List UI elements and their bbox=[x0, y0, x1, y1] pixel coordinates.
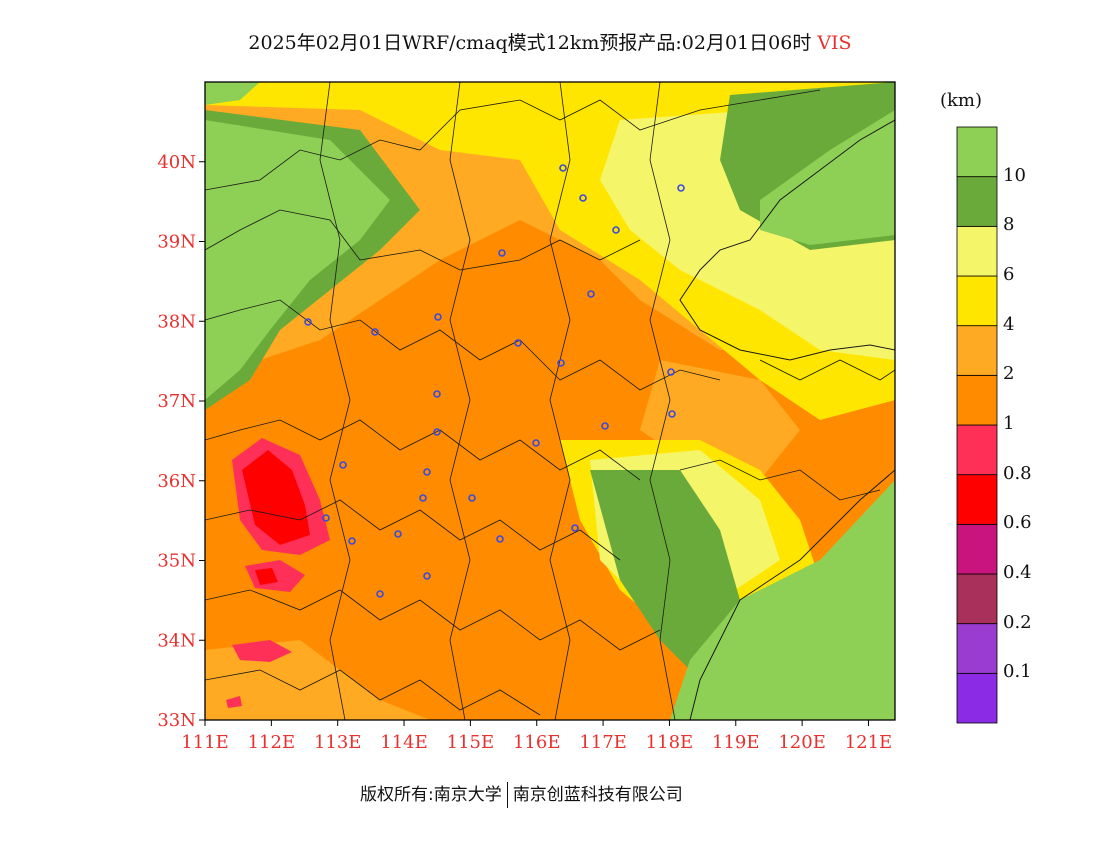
city-marker bbox=[434, 313, 442, 321]
copyright-left: 版权所有:南京大学 bbox=[360, 785, 502, 805]
longitude-axis: 111E 112E 113E 114E 115E 116E 117E 118E 119E 120E… bbox=[181, 720, 892, 753]
colorbar-segment bbox=[956, 623, 998, 674]
colorbar-label: 10 bbox=[1003, 164, 1026, 186]
city-marker bbox=[498, 249, 506, 257]
city-marker bbox=[394, 530, 402, 538]
field-red-sw-small bbox=[255, 568, 278, 585]
colorbar-segment bbox=[956, 672, 998, 724]
city-marker bbox=[339, 461, 347, 469]
city-marker bbox=[579, 194, 587, 202]
colorbar-segment bbox=[956, 176, 998, 227]
city-marker bbox=[322, 514, 330, 522]
city-marker bbox=[677, 184, 685, 192]
colorbar-label: 2 bbox=[1003, 363, 1015, 385]
city-markers bbox=[304, 164, 685, 598]
lon-label: 114E bbox=[380, 732, 428, 753]
field-dark-green-southeast bbox=[590, 470, 740, 680]
lat-label: 36N bbox=[157, 471, 196, 492]
copyright-right: 南京创蓝科技有限公司 bbox=[512, 785, 683, 805]
field-light-green-sea bbox=[670, 480, 895, 720]
field-pink-south bbox=[232, 640, 292, 662]
colorbar-unit: (km) bbox=[940, 90, 983, 111]
city-marker bbox=[433, 428, 441, 436]
title-variable: VIS bbox=[817, 32, 852, 54]
field-light-green-corner bbox=[205, 82, 260, 105]
city-marker bbox=[612, 226, 620, 234]
colorbar-label: 0.1 bbox=[1003, 661, 1032, 683]
colorbar-segment bbox=[956, 225, 998, 277]
colorbar-label: 8 bbox=[1003, 214, 1015, 236]
city-marker bbox=[348, 537, 356, 545]
city-marker bbox=[304, 318, 312, 326]
field-light-green-northwest bbox=[205, 120, 390, 400]
city-marker bbox=[423, 572, 431, 580]
colorbar-label: 0.2 bbox=[1003, 611, 1032, 633]
colorbar-segment bbox=[956, 275, 998, 327]
city-marker bbox=[496, 535, 504, 543]
city-marker bbox=[532, 439, 540, 447]
latitude-axis: 40N 39N 38N 37N 36N 35N 34N 33N bbox=[157, 152, 205, 731]
city-marker bbox=[667, 368, 675, 376]
city-marker bbox=[433, 390, 441, 398]
lon-label: 112E bbox=[248, 732, 296, 753]
lat-label: 34N bbox=[157, 630, 196, 651]
field-pink-south-dot bbox=[226, 696, 242, 708]
lon-label: 113E bbox=[314, 732, 362, 753]
lat-label: 38N bbox=[157, 311, 196, 332]
lon-label: 121E bbox=[845, 732, 893, 753]
city-marker bbox=[419, 494, 427, 502]
city-marker bbox=[371, 328, 379, 336]
lat-label: 33N bbox=[157, 710, 196, 731]
colorbar-segment bbox=[956, 474, 998, 525]
lon-label: 116E bbox=[513, 732, 561, 753]
copyright-separator bbox=[506, 782, 508, 808]
colorbar bbox=[956, 126, 998, 724]
colorbar-label: 4 bbox=[1003, 313, 1015, 335]
colorbar-segment bbox=[956, 325, 998, 376]
lon-label: 111E bbox=[181, 732, 229, 753]
field-light-green-northeast bbox=[760, 110, 895, 245]
city-marker bbox=[468, 494, 476, 502]
colorbar-segment bbox=[956, 523, 998, 575]
lon-label: 115E bbox=[447, 732, 495, 753]
city-marker bbox=[376, 590, 384, 598]
map-title: 2025年02月01日WRF/cmaq模式12km预报产品:02月01日06时 V… bbox=[0, 28, 1100, 55]
city-marker bbox=[668, 410, 676, 418]
lat-label: 39N bbox=[157, 232, 196, 253]
city-marker bbox=[571, 524, 579, 532]
colorbar-segment bbox=[956, 424, 998, 476]
colorbar-label: 1 bbox=[1003, 413, 1015, 434]
lon-label: 120E bbox=[778, 732, 826, 753]
lat-label: 37N bbox=[157, 391, 196, 412]
field-red-sw-cluster bbox=[242, 450, 310, 545]
city-marker bbox=[557, 359, 565, 367]
colorbar-segment bbox=[956, 573, 998, 625]
copyright: 版权所有:南京大学 南京创蓝科技有限公司 bbox=[360, 780, 683, 808]
boundary-lines bbox=[205, 82, 895, 720]
city-marker bbox=[559, 164, 567, 172]
colorbar-label: 0.8 bbox=[1003, 462, 1032, 484]
lat-label: 40N bbox=[157, 152, 196, 173]
lon-label: 117E bbox=[579, 732, 627, 753]
colorbar-label: 0.6 bbox=[1003, 512, 1032, 534]
lon-label: 118E bbox=[646, 732, 694, 753]
lon-label: 119E bbox=[712, 732, 760, 753]
colorbar-segment bbox=[956, 374, 998, 426]
city-marker bbox=[423, 468, 431, 476]
colorbar-label: 0.4 bbox=[1003, 562, 1032, 583]
title-main: 2025年02月01日WRF/cmaq模式12km预报产品:02月01日06时 bbox=[248, 32, 812, 54]
colorbar-label: 6 bbox=[1003, 264, 1015, 285]
lat-label: 35N bbox=[157, 551, 196, 572]
visibility-field bbox=[205, 82, 895, 720]
city-marker bbox=[514, 339, 522, 347]
city-marker bbox=[601, 422, 609, 430]
city-marker bbox=[587, 290, 595, 298]
colorbar-segment bbox=[956, 126, 998, 178]
coastline bbox=[679, 119, 895, 720]
